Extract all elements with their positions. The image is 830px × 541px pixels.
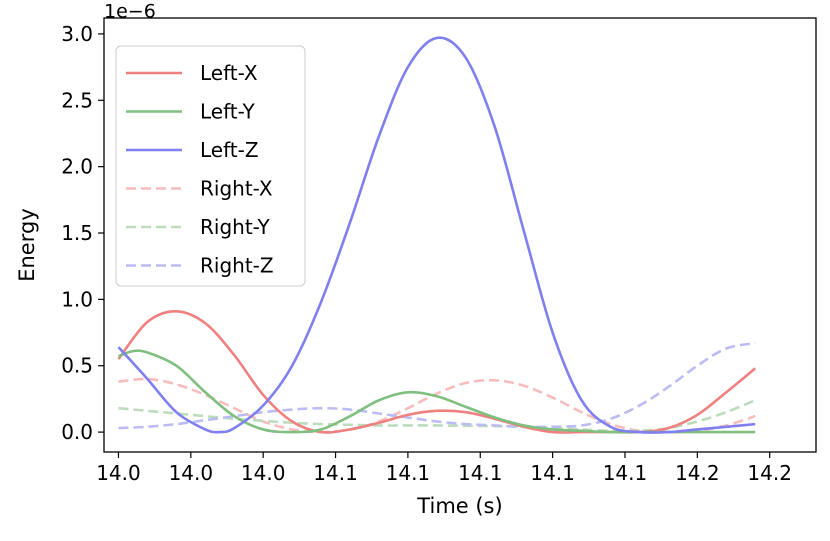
- x-axis-ticks: 14.0 14.0 14.0 14.1 14.1 14.1 14.1 14.1 14.2 14.2: [96, 452, 792, 485]
- y-tick-label: 3.0: [61, 22, 93, 46]
- legend-label-left-y: Left-Y: [200, 100, 255, 124]
- x-tick-label: 14.1: [386, 461, 431, 485]
- y-axis-label: Energy: [15, 208, 39, 282]
- x-tick-label: 14.1: [458, 461, 503, 485]
- legend-label-left-z: Left-Z: [200, 138, 259, 162]
- series-layer: [117, 36, 757, 434]
- x-tick-label: 14.1: [530, 461, 575, 485]
- x-tick-label: 14.2: [747, 461, 792, 485]
- series-line-right-z: [118, 341, 756, 430]
- y-tick-label: 0.5: [61, 354, 93, 378]
- series-line-left-z: [117, 36, 756, 434]
- legend-label-right-z: Right-Z: [200, 254, 274, 278]
- x-tick-label: 14.1: [603, 461, 648, 485]
- legend: Left-X Left-Y Left-Z Right-X Right-Y Right-Z: [115, 45, 306, 287]
- y-axis-ticks: 0.0 0.5 1.0 1.5 2.0 2.5 3.0: [61, 22, 104, 444]
- y-tick-label: 2.5: [61, 88, 93, 112]
- x-tick-label: 14.1: [313, 461, 358, 485]
- x-tick-label: 14.0: [169, 461, 214, 485]
- y-tick-label: 0.0: [61, 420, 93, 444]
- legend-label-right-y: Right-Y: [200, 215, 271, 239]
- y-tick-label: 2.0: [61, 155, 93, 179]
- plot-frame: [103, 17, 817, 453]
- x-tick-label: 14.0: [241, 461, 286, 485]
- y-tick-label: 1.5: [61, 221, 93, 245]
- y-axis-multiplier: 1e−6: [104, 1, 156, 23]
- x-axis-label: Time (s): [416, 494, 502, 518]
- y-tick-label: 1.0: [61, 287, 93, 311]
- x-tick-label: 14.0: [96, 461, 141, 485]
- x-tick-label: 14.2: [675, 461, 720, 485]
- legend-label-left-x: Left-X: [200, 61, 258, 85]
- legend-label-right-x: Right-X: [200, 177, 273, 201]
